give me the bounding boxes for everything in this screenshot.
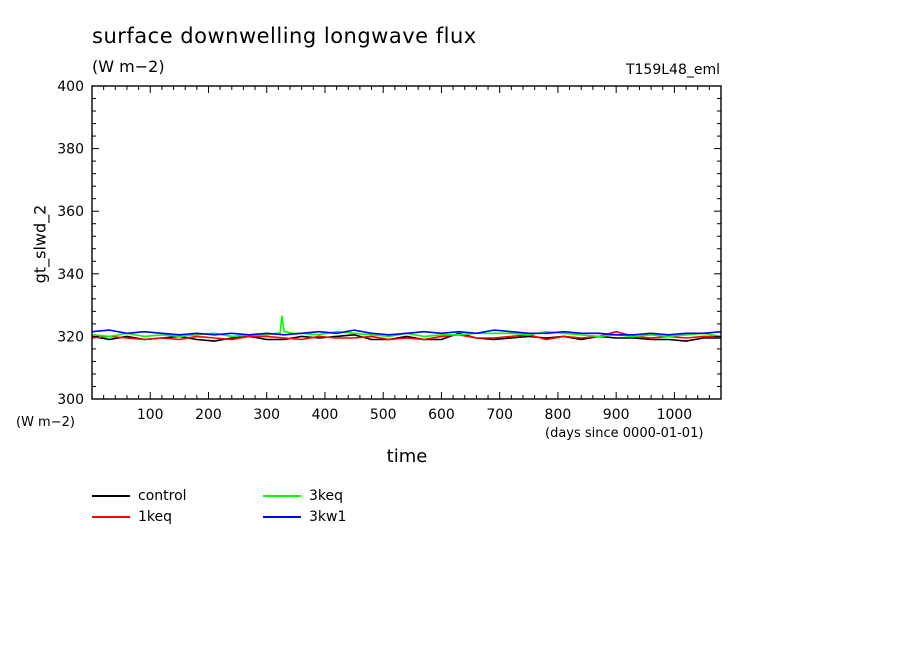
chart-subtitle-units: (W m−2): [92, 57, 165, 76]
legend-item-1keq: 1keq: [92, 509, 172, 525]
x-tick-label: 700: [486, 407, 513, 423]
x-tick-label: 1000: [657, 407, 693, 423]
legend-swatch-3keq: [263, 495, 301, 497]
x-tick-label: 800: [545, 407, 572, 423]
x-axis-label: time: [386, 446, 428, 467]
plot-frame: [91, 85, 722, 400]
x-tick-label: 200: [195, 407, 222, 423]
x-tick-label: 500: [370, 407, 397, 423]
legend-item-3keq: 3keq: [263, 488, 343, 504]
y-tick-label: 340: [57, 267, 84, 283]
legend-label-1keq: 1keq: [138, 509, 173, 525]
legend-item-3kw1: 3kw1: [263, 509, 346, 525]
x-tick-label: 100: [137, 407, 164, 423]
y-axis-unit: (W m−2): [16, 415, 75, 430]
chart-title: surface downwelling longwave flux: [92, 24, 477, 48]
legend-item-control: control: [92, 488, 187, 504]
x-tick-label: 900: [603, 407, 630, 423]
series-line-1keq: [91, 330, 721, 341]
x-tick-label: 300: [253, 407, 280, 423]
y-tick-label: 400: [57, 79, 84, 95]
y-axis-label: gt_slwd_2: [30, 204, 50, 284]
y-tick-label: 300: [57, 392, 84, 408]
legend-label-3keq: 3keq: [309, 488, 344, 504]
y-tick-label: 320: [57, 329, 84, 345]
legend-label-3kw1: 3kw1: [309, 509, 347, 525]
legend-swatch-3kw1: [263, 516, 301, 518]
legend-swatch-1keq: [92, 516, 130, 518]
x-tick-label: 600: [428, 407, 455, 423]
x-axis-unit: (days since 0000-01-01): [545, 426, 704, 441]
legend-swatch-control: [92, 495, 130, 497]
y-tick-label: 360: [57, 204, 84, 220]
x-tick-label: 400: [312, 407, 339, 423]
run-label: T159L48_eml: [625, 62, 720, 78]
legend-label-control: control: [138, 488, 187, 504]
series-line-control: [91, 332, 721, 342]
series-line-3kw1: [91, 329, 722, 336]
y-tick-label: 380: [57, 142, 84, 158]
